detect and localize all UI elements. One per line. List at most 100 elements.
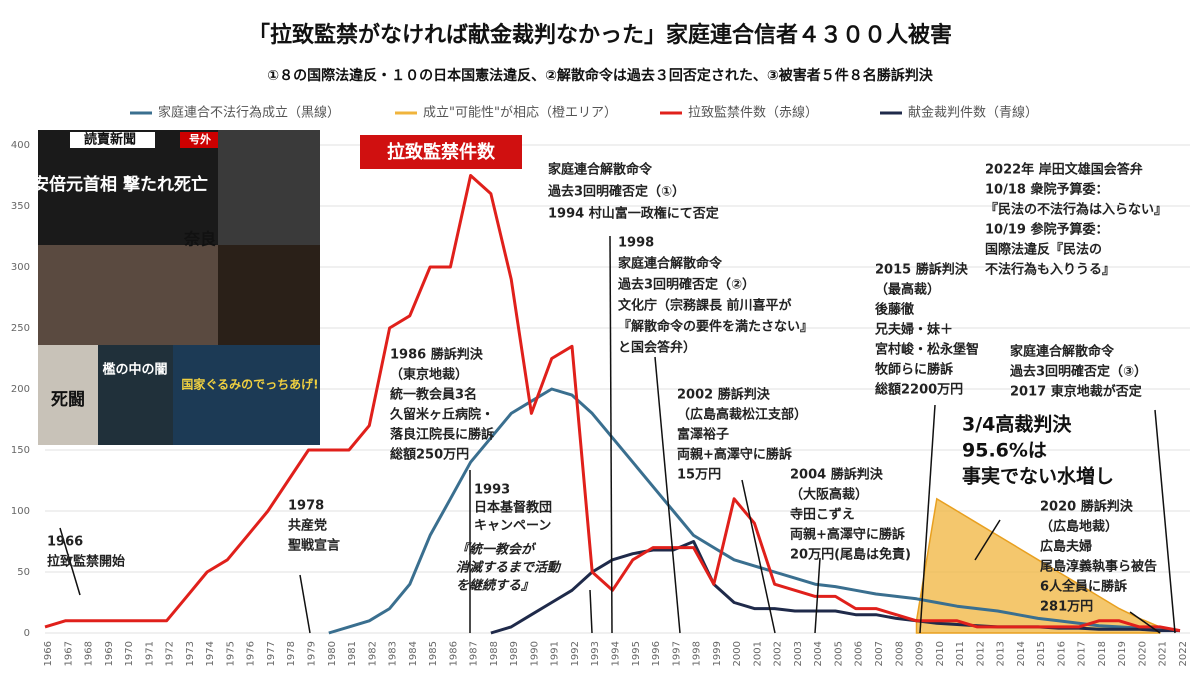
x-tick-label: 1987 bbox=[469, 641, 480, 666]
y-tick-label: 250 bbox=[11, 323, 30, 334]
y-tick-label: 200 bbox=[11, 384, 30, 395]
x-tick-label: 2009 bbox=[915, 641, 926, 666]
annotation-text: 拉致監禁開始 bbox=[47, 554, 125, 570]
annotation-text: 両親+高澤守に勝訴 bbox=[790, 527, 905, 543]
x-tick-label: 1990 bbox=[529, 641, 540, 666]
leader-line bbox=[59, 527, 81, 596]
leader-line bbox=[609, 235, 613, 634]
x-tick-label: 1977 bbox=[266, 641, 277, 666]
x-tick-label: 2018 bbox=[1097, 641, 1108, 666]
y-tick-label: 400 bbox=[11, 140, 30, 151]
x-tick-label: 2016 bbox=[1056, 641, 1067, 666]
annotation-text: 6人全員に勝訴 bbox=[1040, 579, 1127, 595]
annotation-text: 1986 勝訴判決 bbox=[390, 347, 484, 363]
x-tick-label: 1981 bbox=[347, 641, 358, 666]
x-tick-label: 1967 bbox=[63, 641, 74, 666]
x-tick-label: 2013 bbox=[996, 641, 1007, 666]
annotation-text: 宮村峻・松永堡智 bbox=[875, 342, 979, 358]
inset-panel bbox=[173, 345, 320, 445]
leader-line bbox=[919, 404, 936, 634]
annotation-text: 消滅するまで活動 bbox=[456, 560, 562, 576]
x-tick-label: 1972 bbox=[165, 641, 176, 666]
inset-header bbox=[70, 132, 155, 148]
inset-panel bbox=[218, 245, 320, 345]
chart-title: 「拉致監禁がなければ献金裁判なかった」家庭連合信者４３００人被害 bbox=[248, 22, 952, 48]
annotation-text: 15万円 bbox=[677, 468, 721, 483]
y-tick-label: 350 bbox=[11, 201, 30, 212]
x-tick-label: 1996 bbox=[651, 641, 662, 666]
inset-text: 読賣新聞 bbox=[84, 132, 136, 148]
annotation-text: 後藤徹 bbox=[875, 302, 915, 318]
annotation-text: （最高裁） bbox=[875, 282, 940, 298]
x-tick-label: 1991 bbox=[550, 641, 561, 666]
annotation-text: 広島夫婦 bbox=[1040, 539, 1092, 555]
leader-line bbox=[654, 356, 681, 634]
x-tick-label: 1985 bbox=[428, 641, 439, 666]
x-tick-label: 1976 bbox=[246, 641, 257, 666]
annotation-text: 家庭連合解散命令 bbox=[618, 256, 723, 272]
legend-label: 成立"可能性"が相応（橙エリア） bbox=[423, 106, 617, 121]
x-tick-label: 2008 bbox=[894, 641, 905, 666]
annotation-text: （広島高裁松江支部） bbox=[677, 407, 807, 423]
annotation-text: 2004 勝訴判決 bbox=[790, 467, 884, 483]
inset-panel bbox=[38, 130, 218, 245]
x-tick-label: 1997 bbox=[671, 641, 682, 666]
x-tick-label: 2015 bbox=[1036, 641, 1047, 666]
x-tick-label: 1980 bbox=[327, 641, 338, 666]
annotation-text: 『解散命令の要件を満たさない』 bbox=[618, 319, 813, 335]
annotation-text: 家庭連合解散命令 bbox=[1010, 344, 1115, 360]
annotation-text: 事実でない水増し bbox=[962, 465, 1114, 488]
annotation-text: 共産党 bbox=[288, 518, 327, 534]
annotation-text: 2015 勝訴判決 bbox=[875, 262, 969, 278]
inset-panel bbox=[98, 345, 173, 445]
annotation-text: 1978 bbox=[288, 499, 324, 514]
legend-label: 拉致監禁件数（赤線） bbox=[688, 105, 818, 121]
x-tick-label: 1982 bbox=[367, 641, 378, 666]
annotation-text: を継続する』 bbox=[456, 578, 534, 594]
x-tick-label: 1999 bbox=[712, 641, 723, 666]
annotation-text: 牧師らに勝訴 bbox=[875, 362, 953, 378]
callout-text: 拉致監禁件数 bbox=[387, 141, 496, 163]
x-tick-label: 2019 bbox=[1117, 641, 1128, 666]
inset-text: 号外 bbox=[189, 132, 211, 146]
callout-box bbox=[360, 135, 522, 169]
x-tick-label: 1971 bbox=[144, 641, 155, 666]
annotation-text: 兄夫婦・妹＋ bbox=[874, 322, 953, 338]
x-tick-label: 1975 bbox=[225, 641, 236, 666]
annotation-text: 久留米ヶ丘病院・ bbox=[390, 407, 494, 423]
annotation-text: （東京地裁） bbox=[390, 367, 468, 383]
x-tick-label: 2005 bbox=[833, 641, 844, 666]
inset-text: 檻の中の闇 bbox=[102, 362, 167, 378]
annotation-text: 尾島淳義執事ら被告 bbox=[1040, 559, 1157, 575]
series-line bbox=[328, 387, 1181, 635]
x-tick-label: 1974 bbox=[205, 641, 216, 666]
annotation-text: 281万円 bbox=[1040, 600, 1093, 615]
annotation-text: 両親+高澤守に勝訴 bbox=[677, 447, 792, 463]
x-tick-label: 1986 bbox=[448, 641, 459, 666]
annotation-text: と国会答弁） bbox=[618, 340, 696, 356]
annotation-text: 日本基督教団 bbox=[474, 500, 552, 516]
x-tick-label: 2017 bbox=[1077, 641, 1088, 666]
annotation-text: 聖戦宣言 bbox=[288, 538, 340, 554]
x-tick-label: 2012 bbox=[975, 641, 986, 666]
annotation-text: 統一教会員3名 bbox=[390, 387, 477, 403]
x-tick-label: 1989 bbox=[509, 641, 520, 666]
x-tick-label: 1968 bbox=[84, 641, 95, 666]
annotation-text: （広島地裁） bbox=[1040, 519, 1118, 535]
y-tick-label: 0 bbox=[24, 628, 30, 639]
annotation-text: 総額2200万円 bbox=[875, 382, 963, 398]
x-tick-label: 2010 bbox=[935, 641, 946, 666]
leader-line bbox=[1154, 409, 1176, 634]
annotation-text: 過去3回明確否定（①） bbox=[547, 184, 685, 200]
annotation-text: 1994 村山富一政権にて否定 bbox=[548, 206, 719, 222]
x-tick-label: 1998 bbox=[692, 641, 703, 666]
annotation-text: 過去3回明確否定（③） bbox=[1009, 364, 1147, 380]
inset-panel bbox=[218, 130, 320, 245]
inset-panel bbox=[38, 245, 218, 345]
leader-line bbox=[299, 574, 311, 634]
y-tick-label: 150 bbox=[11, 445, 30, 456]
annotation-text: 国際法違反『民法の bbox=[985, 242, 1102, 258]
x-tick-label: 1983 bbox=[388, 641, 399, 666]
inset-text: 奈良 bbox=[183, 230, 216, 249]
